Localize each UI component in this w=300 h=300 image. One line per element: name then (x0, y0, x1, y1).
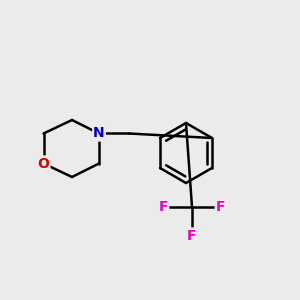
Text: N: N (93, 127, 105, 140)
Text: O: O (38, 157, 50, 170)
Text: F: F (187, 229, 197, 242)
Text: F: F (216, 200, 225, 214)
Text: F: F (159, 200, 168, 214)
